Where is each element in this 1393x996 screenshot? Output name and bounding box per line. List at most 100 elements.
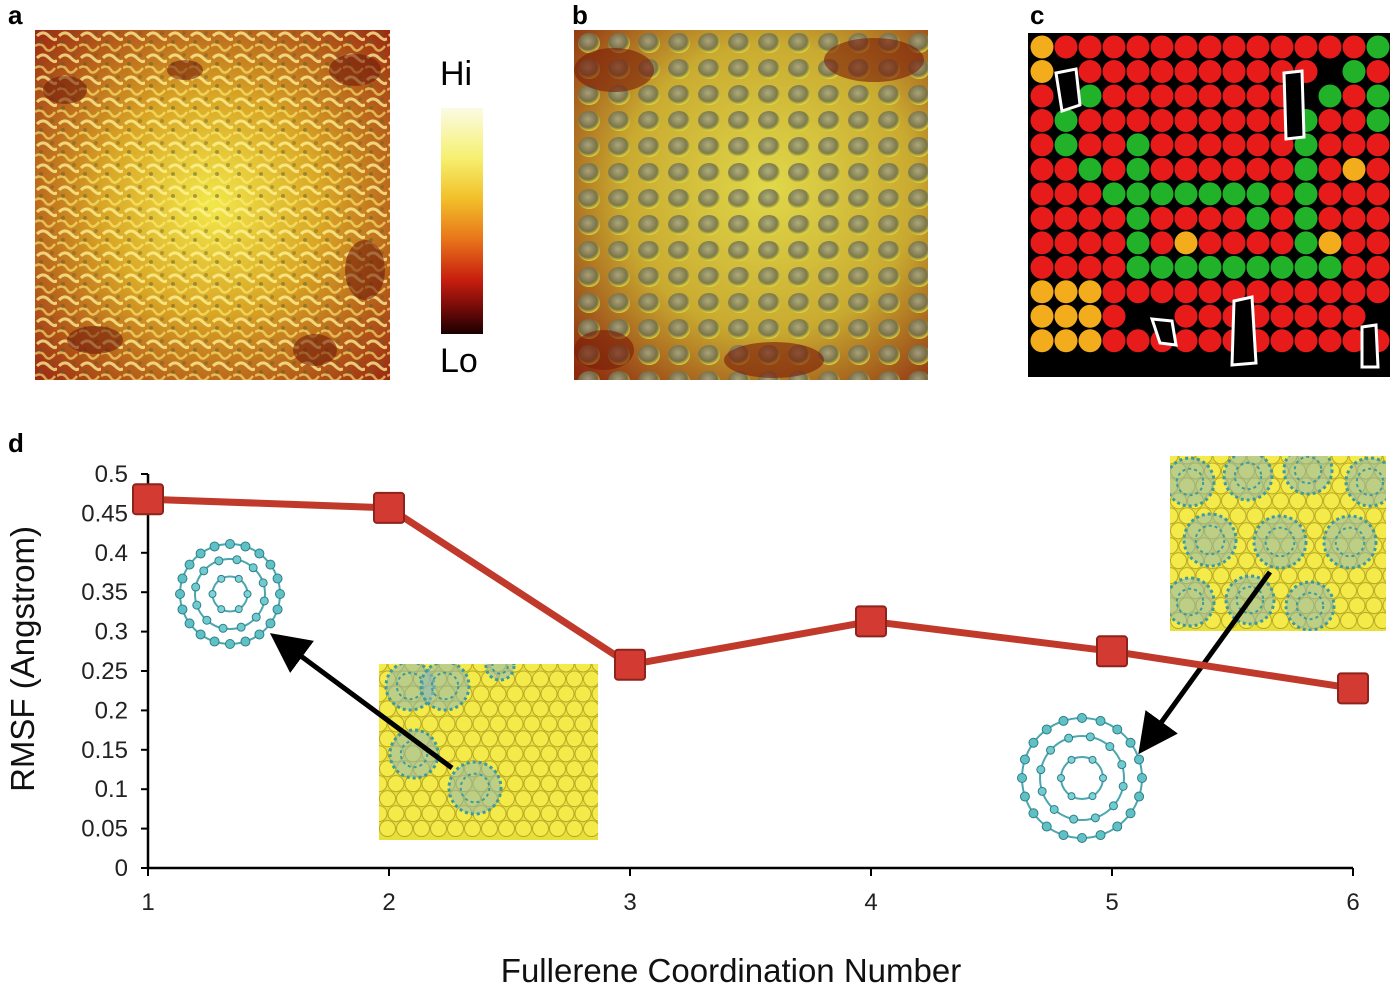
lattice-site-orange bbox=[1318, 231, 1342, 255]
panel-a-height-map bbox=[35, 30, 390, 380]
lattice-site-red bbox=[1126, 108, 1150, 132]
chart-d: 0 0.05 0.1 0.15 0.2 0.25 0.3 0.35 0.4 0.45 0.5 1 2 3 4… bbox=[4, 456, 1386, 989]
lattice-site-red bbox=[1318, 182, 1342, 206]
lattice-site-red bbox=[1150, 108, 1174, 132]
lattice-site-red bbox=[1150, 280, 1174, 304]
series-line bbox=[147, 495, 1354, 692]
lattice-site-green bbox=[1198, 182, 1222, 206]
lattice-site-red bbox=[1318, 329, 1342, 353]
lattice-site-red bbox=[1102, 108, 1126, 132]
lattice-site-green bbox=[1294, 231, 1318, 255]
lattice-site-red bbox=[1342, 255, 1366, 279]
lattice-site-green bbox=[1294, 157, 1318, 181]
lattice-site-red bbox=[1174, 59, 1198, 83]
lattice-site-orange bbox=[1030, 35, 1054, 59]
y-tick-label: 0.45 bbox=[81, 500, 128, 527]
vacancy-outline bbox=[1149, 317, 1178, 347]
lattice-site-red bbox=[1246, 35, 1270, 59]
vacancy-outline bbox=[1230, 295, 1258, 367]
y-tick-label: 0.3 bbox=[95, 619, 128, 646]
lattice-site-green bbox=[1126, 182, 1150, 206]
lattice-site-red bbox=[1294, 280, 1318, 304]
lattice-site-green bbox=[1198, 255, 1222, 279]
inset-surface-packed bbox=[1170, 456, 1386, 631]
lattice-site-red bbox=[1054, 35, 1078, 59]
series-marker bbox=[132, 483, 164, 516]
lattice-site-red bbox=[1030, 84, 1054, 108]
lattice-site-red bbox=[1222, 35, 1246, 59]
lattice-site-red bbox=[1198, 133, 1222, 157]
x-tick-label: 5 bbox=[1105, 889, 1118, 916]
lattice-site-red bbox=[1198, 280, 1222, 304]
lattice-site-red bbox=[1150, 206, 1174, 230]
lattice-site-orange bbox=[1078, 329, 1102, 353]
lattice-site-red bbox=[1198, 231, 1222, 255]
lattice-site-red bbox=[1246, 157, 1270, 181]
series-marker bbox=[855, 605, 887, 638]
lattice-site-red bbox=[1222, 59, 1246, 83]
lattice-site-red bbox=[1102, 84, 1126, 108]
x-tick-label: 1 bbox=[141, 889, 154, 916]
lattice-site-green bbox=[1246, 182, 1270, 206]
lattice-site-orange bbox=[1054, 329, 1078, 353]
lattice-site-green bbox=[1078, 157, 1102, 181]
lattice-site-orange bbox=[1030, 280, 1054, 304]
x-tick-label: 2 bbox=[382, 889, 395, 916]
lattice-site-green bbox=[1126, 231, 1150, 255]
lattice-site-red bbox=[1318, 206, 1342, 230]
panel-b-height-map bbox=[574, 30, 928, 380]
lattice-site-red bbox=[1102, 255, 1126, 279]
lattice-site-red bbox=[1174, 206, 1198, 230]
lattice-site-red bbox=[1030, 231, 1054, 255]
lattice-site-red bbox=[1030, 133, 1054, 157]
x-tick-label: 4 bbox=[864, 889, 877, 916]
lattice-site-green bbox=[1342, 59, 1366, 83]
lattice-site-red bbox=[1294, 35, 1318, 59]
y-tick-label: 0.1 bbox=[95, 776, 128, 803]
arrow-right bbox=[1138, 570, 1273, 755]
lattice-site-green bbox=[1150, 255, 1174, 279]
lattice-site-red bbox=[1030, 108, 1054, 132]
lattice-site-red bbox=[1174, 157, 1198, 181]
lattice-site-red bbox=[1342, 133, 1366, 157]
lattice-site-red bbox=[1342, 108, 1366, 132]
lattice-site-red bbox=[1342, 231, 1366, 255]
lattice-site-red bbox=[1174, 133, 1198, 157]
lattice-site-orange bbox=[1054, 304, 1078, 328]
lattice-site-red bbox=[1102, 59, 1126, 83]
lattice-site-red bbox=[1054, 255, 1078, 279]
lattice-site-red bbox=[1150, 157, 1174, 181]
lattice-site-red bbox=[1366, 280, 1390, 304]
lattice-site-red bbox=[1318, 108, 1342, 132]
lattice-site-red bbox=[1102, 304, 1126, 328]
lattice-site-red bbox=[1366, 133, 1390, 157]
lattice-site-red bbox=[1030, 206, 1054, 230]
fullerene-molecule-right bbox=[1017, 713, 1147, 843]
lattice-site-red bbox=[1150, 35, 1174, 59]
lattice-site-red bbox=[1174, 304, 1198, 328]
lattice-site-red bbox=[1102, 280, 1126, 304]
lattice-site-red bbox=[1318, 35, 1342, 59]
lattice-site-red bbox=[1222, 280, 1246, 304]
lattice-site-red bbox=[1054, 157, 1078, 181]
lattice-site-green bbox=[1318, 255, 1342, 279]
lattice-site-green bbox=[1318, 84, 1342, 108]
panel-letter-a: a bbox=[8, 0, 23, 30]
lattice-site-green bbox=[1222, 255, 1246, 279]
lattice-site-red bbox=[1102, 133, 1126, 157]
y-tick-label: 0.4 bbox=[95, 540, 128, 567]
lattice-site-orange bbox=[1030, 304, 1054, 328]
colorbar-lo-label: Lo bbox=[440, 342, 478, 380]
series-marker bbox=[373, 491, 405, 524]
lattice-site-red bbox=[1342, 35, 1366, 59]
lattice-site-red bbox=[1222, 231, 1246, 255]
lattice-site-red bbox=[1126, 280, 1150, 304]
lattice-site-red bbox=[1174, 108, 1198, 132]
lattice-site-orange bbox=[1078, 304, 1102, 328]
lattice-site-red bbox=[1246, 133, 1270, 157]
panel-c-lattice-map bbox=[1028, 33, 1390, 377]
lattice-site-red bbox=[1270, 206, 1294, 230]
lattice-site-red bbox=[1174, 280, 1198, 304]
x-axis-title: Fullerene Coordination Number bbox=[501, 952, 961, 989]
vacancy-outline bbox=[1360, 323, 1380, 369]
